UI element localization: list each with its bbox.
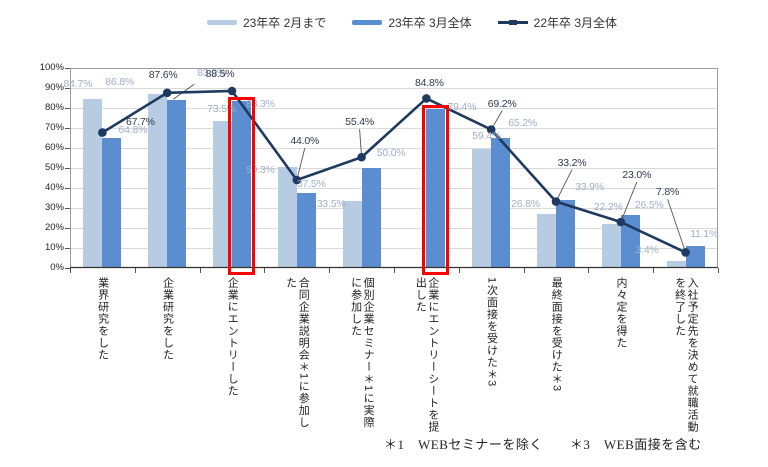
y-tick-label: 50% — [44, 162, 64, 173]
category-label: 最終面接を受けた＊3 — [550, 277, 563, 393]
bar-value-label: 79.4% — [447, 101, 477, 114]
bar-value-label: 37.5% — [296, 178, 326, 190]
category-label: 企業にエントリーシートを提出した — [414, 277, 439, 433]
bar-series1-cat5 — [342, 201, 362, 268]
line-series — [70, 83, 718, 269]
legend-label: 23年卒 3月全体 — [388, 16, 472, 30]
line-value-label: 67.7% — [126, 115, 155, 128]
bar-value-label: 11.1% — [690, 227, 719, 240]
line-value-label: 44.0% — [290, 135, 320, 147]
line-value-label: 87.6% — [148, 68, 178, 81]
line-value-label: 84.8% — [415, 77, 444, 90]
y-tick-label: 0% — [50, 262, 64, 273]
bar-value-label: 59.4% — [472, 130, 502, 143]
bar-series1-cat9 — [601, 223, 621, 268]
legend-swatch — [352, 20, 383, 25]
y-tick-label: 70% — [44, 122, 64, 133]
bar-series2-cat6 — [426, 109, 446, 268]
line-value-label: 33.2% — [557, 156, 587, 169]
bar-value-label: 33.9% — [575, 181, 604, 194]
bar-value-label: 73.5% — [207, 103, 236, 115]
bar-series2-cat4 — [296, 193, 316, 268]
legend-label: 23年卒 2月まで — [242, 16, 327, 30]
bar-series2-cat5 — [361, 168, 381, 268]
bar-series1-cat8 — [537, 214, 556, 268]
plot-area: 84.7% 86.8% 73.5% 50.3% 33.5% 59.4% 26.8% 22.2%… — [64, 67, 719, 275]
y-tick-label: 10% — [44, 242, 64, 253]
bar-value-label: 22.2% — [593, 200, 623, 213]
y-tick-label: 20% — [44, 222, 64, 233]
bar-series2-cat8 — [556, 200, 575, 268]
bar-value-label: 33.5% — [316, 198, 346, 210]
bar-series2-cat2 — [167, 100, 187, 268]
line-value-label: 55.4% — [345, 116, 374, 129]
bar-series1-cat2 — [148, 94, 168, 268]
category-label: 企業研究をした — [161, 277, 174, 361]
y-tick-label: 30% — [44, 202, 64, 213]
category-label: 合同企業説明会＊1に参加した — [284, 277, 310, 429]
y-tick-label: 100% — [39, 62, 64, 73]
legend-swatch — [206, 20, 237, 25]
bar-value-label: 50.3% — [245, 164, 275, 177]
legend-item: 23年卒 2月まで — [206, 14, 327, 31]
bar-value-label: 50.0% — [376, 147, 406, 159]
bar-value-label: 26.5% — [634, 199, 664, 211]
legend-swatch — [497, 18, 528, 27]
y-tick-label: 90% — [44, 82, 64, 93]
bar-series2-cat1 — [102, 138, 122, 268]
category-label: 個別企業セミナー＊1に実際に参加した — [349, 277, 375, 429]
bar-series1-cat1 — [83, 98, 103, 268]
bar-series2-cat10 — [685, 245, 705, 268]
line-value-label: 7.8% — [656, 186, 680, 199]
y-tick-label: 40% — [44, 182, 64, 193]
line-value-label: 88.5% — [205, 68, 235, 80]
bar-value-label: 86.8% — [105, 76, 135, 89]
bar-value-label: 26.8% — [511, 198, 540, 211]
bar-value-label: 65.2% — [508, 116, 538, 129]
bar-series1-cat4 — [277, 167, 297, 268]
legend-label: 22年卒 3月全体 — [533, 16, 618, 30]
footnote: ＊1 WEBセミナーを除く ＊3 WEB面接を含む — [384, 437, 702, 452]
legend-item: 22年卒 3月全体 — [497, 14, 618, 31]
y-tick-label: 80% — [44, 102, 64, 113]
bar-series1-cat7 — [472, 149, 492, 268]
category-label: 1次面接を受けた＊3 — [485, 277, 498, 388]
legend-item: 23年卒 3月全体 — [352, 14, 472, 31]
bar-value-label: 83.9% — [197, 67, 227, 80]
category-label: 企業にエントリーした — [226, 277, 239, 397]
bar-value-label: 84.7% — [63, 77, 93, 90]
category-label: 入社予定先を決めて就職活動を終了した — [673, 277, 699, 433]
line-value-label: 23.0% — [622, 169, 652, 181]
bar-series1-cat3 — [213, 121, 232, 268]
bar-value-label: 83.3% — [246, 98, 275, 111]
bar-value-label: 3.4% — [635, 244, 659, 257]
bar-series2-cat7 — [491, 137, 511, 268]
bar-series2-cat3 — [232, 101, 251, 268]
category-label: 業界研究をした — [96, 277, 109, 361]
y-tick-label: 60% — [44, 142, 64, 153]
bar-value-label: 64.8% — [118, 124, 148, 137]
line-value-label: 69.2% — [487, 97, 517, 110]
chart-legend: 23年卒 2月まで 23年卒 3月全体 22年卒 3月全体 — [0, 14, 768, 31]
category-label: 内々定を得た — [615, 277, 628, 349]
bar-series1-cat10 — [666, 261, 686, 268]
